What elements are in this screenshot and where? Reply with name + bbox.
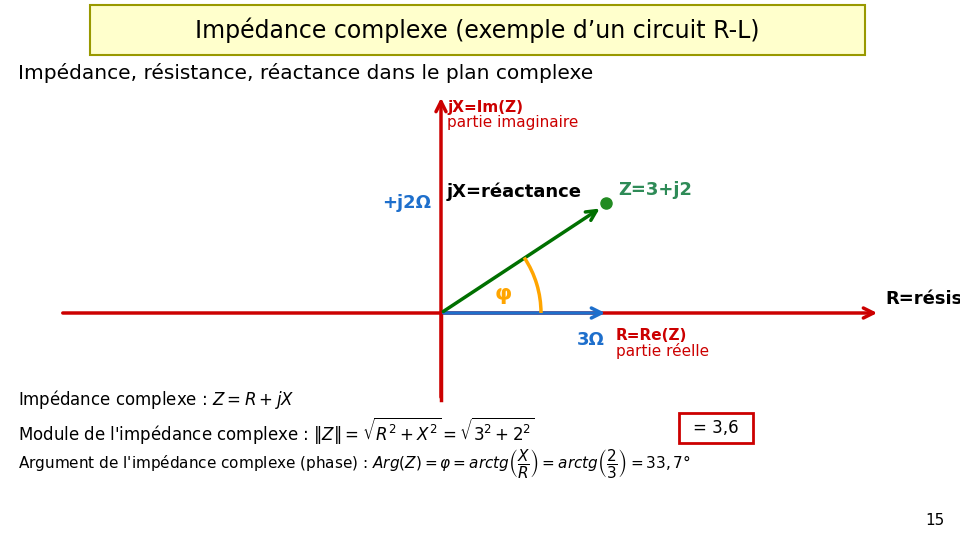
FancyBboxPatch shape	[679, 413, 753, 443]
Text: Z=3+j2: Z=3+j2	[618, 181, 692, 199]
Text: R=Re(Z): R=Re(Z)	[616, 328, 687, 343]
Text: jX=Im(Z): jX=Im(Z)	[447, 100, 523, 115]
Text: jX=réactance: jX=réactance	[447, 183, 582, 201]
Text: Module de l'impédance complexe : $\|Z\| = \sqrt{R^2 + X^2} = \sqrt{3^2 + 2^2}$: Module de l'impédance complexe : $\|Z\| …	[18, 415, 535, 446]
Text: partie réelle: partie réelle	[616, 343, 709, 359]
Text: Argument de l'impédance complexe (phase) : $Arg(Z) = \varphi = arctg\left(\dfrac: Argument de l'impédance complexe (phase)…	[18, 447, 691, 480]
Text: φ: φ	[494, 284, 512, 304]
Text: Impédance complexe (exemple d’un circuit R-L): Impédance complexe (exemple d’un circuit…	[195, 17, 759, 43]
Text: 3Ω: 3Ω	[577, 331, 605, 349]
Text: Impédance complexe : $Z = R + jX$: Impédance complexe : $Z = R + jX$	[18, 388, 295, 411]
Text: Impédance, résistance, réactance dans le plan complexe: Impédance, résistance, réactance dans le…	[18, 63, 593, 83]
Text: = 3,6: = 3,6	[693, 419, 739, 437]
Text: R=résistance: R=résistance	[885, 290, 960, 308]
Text: partie imaginaire: partie imaginaire	[447, 115, 578, 130]
Text: 15: 15	[925, 513, 945, 528]
Text: +j2Ω: +j2Ω	[382, 194, 431, 212]
FancyBboxPatch shape	[90, 5, 865, 55]
